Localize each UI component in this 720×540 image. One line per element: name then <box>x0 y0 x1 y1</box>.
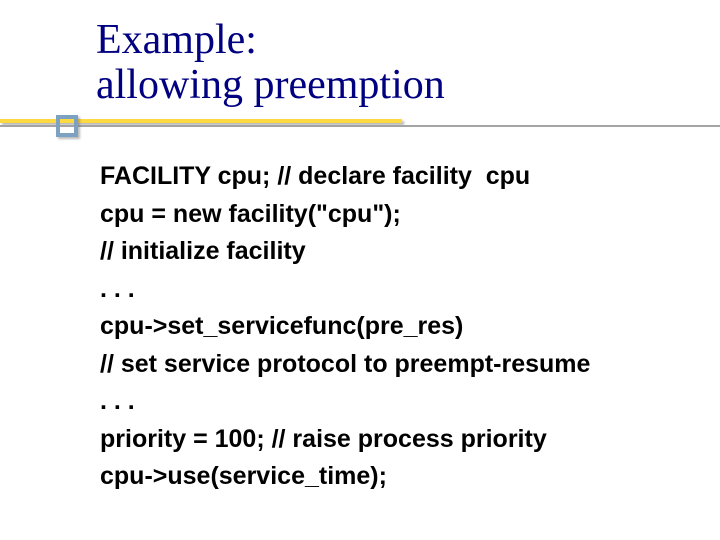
code-line: . . . <box>100 383 680 421</box>
title-line-1: Example: <box>96 18 445 63</box>
code-line: FACILITY cpu; // declare facility cpu <box>100 158 680 196</box>
code-block: FACILITY cpu; // declare facility cpu cp… <box>100 158 680 496</box>
bullet-square-icon <box>56 115 78 137</box>
title-line-2: allowing preemption <box>96 63 445 108</box>
accent-bar-gray <box>0 125 720 127</box>
code-line: // set service protocol to preempt-resum… <box>100 346 680 384</box>
code-line: cpu->set_servicefunc(pre_res) <box>100 308 680 346</box>
code-line: // initialize facility <box>100 233 680 271</box>
code-line: cpu = new facility("cpu"); <box>100 196 680 234</box>
code-line: . . . <box>100 271 680 309</box>
slide-title-block: Example: allowing preemption <box>96 18 445 109</box>
code-line: cpu->use(service_time); <box>100 458 680 496</box>
code-line: priority = 100; // raise process priorit… <box>100 421 680 459</box>
